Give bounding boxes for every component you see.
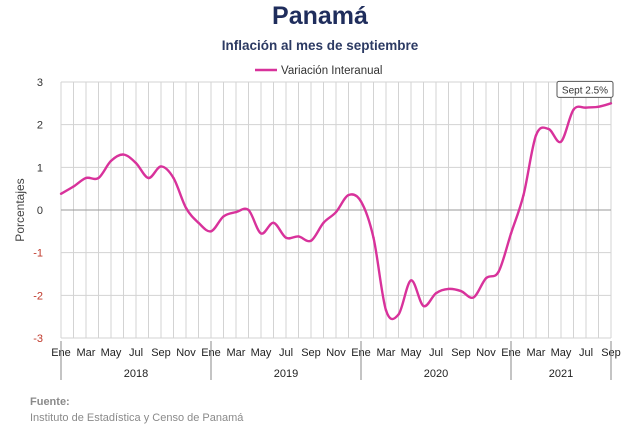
data-point xyxy=(84,176,88,180)
y-tick-label: -1 xyxy=(33,248,43,260)
data-point xyxy=(172,176,175,180)
chart-subtitle: Inflación al mes de septiembre xyxy=(221,38,419,53)
data-point xyxy=(484,277,488,280)
inflation-chart: 3 2 1 0 -1 -2 -3 Porcentajes Variación Interanua… xyxy=(13,65,621,380)
x-tick-label: Jul xyxy=(129,347,143,359)
data-point xyxy=(434,292,438,295)
data-point xyxy=(359,200,363,203)
data-point xyxy=(72,185,75,188)
data-point xyxy=(597,105,600,108)
data-point xyxy=(472,296,475,299)
annotation-box xyxy=(556,80,614,98)
data-point xyxy=(447,287,450,291)
data-point xyxy=(222,215,225,218)
data-point xyxy=(122,153,125,156)
x-tick-label: Jul xyxy=(579,347,593,359)
data-point xyxy=(534,134,538,137)
x-tick-label: Nov xyxy=(326,347,346,359)
year-label: 2018 xyxy=(124,368,148,380)
data-point xyxy=(334,210,338,214)
data-point xyxy=(109,159,113,163)
x-tick-label: Nov xyxy=(176,347,196,359)
y-tick-label: -3 xyxy=(33,333,43,345)
data-point xyxy=(347,193,350,197)
data-point xyxy=(509,232,513,235)
data-point xyxy=(234,210,238,214)
data-point xyxy=(147,176,150,180)
x-tick-label: May xyxy=(401,347,422,359)
x-tick-label: May xyxy=(551,347,572,359)
source-label: Fuente: xyxy=(30,396,70,408)
x-tick-label: May xyxy=(251,347,272,359)
data-point xyxy=(547,127,550,131)
annotation-label: Sept 2.5% xyxy=(562,85,608,96)
year-label: 2021 xyxy=(549,368,573,380)
y-tick-label: 0 xyxy=(37,205,43,217)
data-point xyxy=(247,208,250,212)
y-axis-label: Porcentajes xyxy=(13,178,27,241)
x-tick-label: Sep xyxy=(301,347,321,359)
data-point xyxy=(197,221,200,224)
x-tick-label: Nov xyxy=(476,347,496,359)
data-point xyxy=(184,206,188,210)
data-point xyxy=(259,232,263,235)
data-point xyxy=(497,270,500,274)
x-tick-label: Mar xyxy=(527,347,546,359)
data-point xyxy=(297,235,300,238)
data-point xyxy=(309,239,313,242)
data-point xyxy=(209,230,213,233)
y-tick-label: 3 xyxy=(37,77,43,89)
x-tick-label: Sep xyxy=(451,347,471,359)
x-tick-label: May xyxy=(101,347,122,359)
data-point xyxy=(584,106,588,109)
data-point xyxy=(559,140,563,143)
year-label: 2019 xyxy=(274,368,298,380)
data-point xyxy=(272,221,275,224)
legend-label: Variación Interanual xyxy=(281,65,382,77)
data-point xyxy=(97,176,100,180)
data-point xyxy=(422,304,425,308)
y-tick-label: 2 xyxy=(37,120,43,132)
data-point xyxy=(134,161,138,165)
source-text: Instituto de Estadística y Censo de Pana… xyxy=(30,412,244,424)
year-label: 2020 xyxy=(424,368,448,380)
data-point xyxy=(384,309,388,312)
data-point xyxy=(572,108,575,111)
data-point xyxy=(459,289,463,293)
y-tick-label: -2 xyxy=(33,290,43,302)
data-point xyxy=(59,192,63,195)
data-point xyxy=(609,102,613,105)
data-point xyxy=(372,236,375,239)
x-tick-label: Mar xyxy=(77,347,96,359)
data-point xyxy=(159,165,163,168)
x-tick-label: Jul xyxy=(429,347,443,359)
y-tick-label: 1 xyxy=(37,162,43,174)
data-point xyxy=(397,313,400,316)
x-tick-label: Mar xyxy=(377,347,396,359)
data-point xyxy=(522,193,525,197)
data-point xyxy=(284,236,288,239)
x-tick-label: Jul xyxy=(279,347,293,359)
x-tick-label: Mar xyxy=(227,347,246,359)
data-point xyxy=(409,279,413,282)
data-point xyxy=(322,221,325,224)
page-title: Panamá xyxy=(272,2,368,30)
x-tick-label: Sep xyxy=(151,347,171,359)
